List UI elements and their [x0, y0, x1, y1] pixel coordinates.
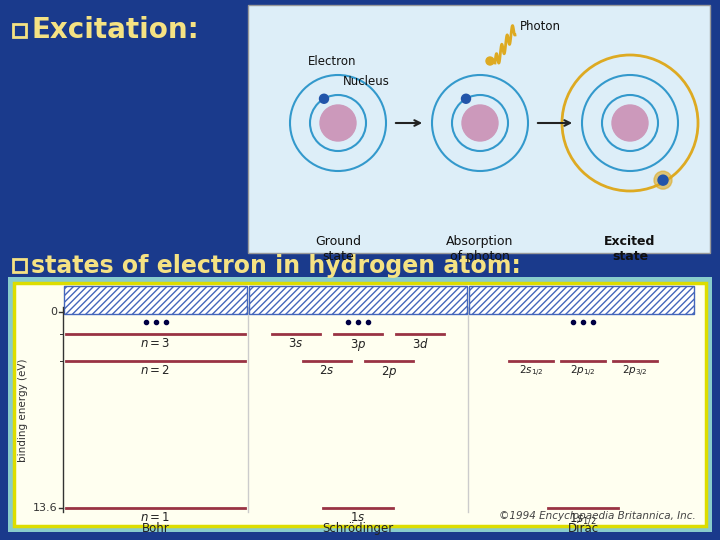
Text: $2s_{1/2}$: $2s_{1/2}$ — [518, 364, 544, 379]
Bar — [14, 283, 706, 526]
Circle shape — [486, 57, 494, 65]
Text: $3d$: $3d$ — [412, 337, 428, 351]
Text: $2p$: $2p$ — [381, 364, 397, 380]
Bar — [13, 259, 26, 272]
Text: $2p_{1/2}$: $2p_{1/2}$ — [570, 364, 596, 379]
Text: $n = 2$: $n = 2$ — [140, 364, 171, 377]
Bar — [8, 277, 712, 532]
Text: 13.6: 13.6 — [32, 503, 57, 513]
Circle shape — [320, 105, 356, 141]
Text: Electron: Electron — [308, 55, 356, 68]
Text: 0: 0 — [50, 307, 57, 317]
Text: Nucleus: Nucleus — [343, 75, 390, 88]
Circle shape — [658, 175, 668, 185]
Circle shape — [320, 94, 328, 103]
Text: states of electron in hydrogen atom:: states of electron in hydrogen atom: — [31, 253, 521, 278]
Text: Absorption
of photon: Absorption of photon — [446, 235, 513, 263]
Text: Ground
state: Ground state — [315, 235, 361, 263]
Text: $2s$: $2s$ — [320, 364, 335, 377]
Text: $n = 1$: $n = 1$ — [140, 511, 171, 524]
Text: Photon: Photon — [520, 20, 561, 33]
Text: Excitation:: Excitation: — [31, 17, 199, 44]
Text: binding energy (eV): binding energy (eV) — [18, 358, 28, 462]
Bar — [469, 286, 694, 314]
Text: Dirac: Dirac — [567, 522, 598, 535]
Bar — [248, 5, 710, 253]
Text: Bohr: Bohr — [142, 522, 169, 535]
Text: Excited
state: Excited state — [604, 235, 656, 263]
Bar — [64, 286, 247, 314]
Text: $3s$: $3s$ — [288, 337, 304, 350]
Text: $1s$: $1s$ — [351, 511, 366, 524]
Text: $1s_{1/2}$: $1s_{1/2}$ — [569, 511, 597, 526]
Bar — [64, 286, 247, 314]
Text: $3p$: $3p$ — [350, 337, 366, 353]
Bar — [249, 286, 467, 314]
Bar — [469, 286, 694, 314]
Bar — [249, 286, 467, 314]
Circle shape — [462, 94, 470, 103]
Text: $2p_{3/2}$: $2p_{3/2}$ — [622, 364, 648, 379]
Text: ©1994 Encyclopaedia Britannica, Inc.: ©1994 Encyclopaedia Britannica, Inc. — [499, 511, 696, 521]
Text: Schrödinger: Schrödinger — [323, 522, 394, 535]
Circle shape — [612, 105, 648, 141]
Circle shape — [654, 171, 672, 189]
Circle shape — [462, 105, 498, 141]
Bar — [13, 24, 26, 37]
Text: $n = 3$: $n = 3$ — [140, 337, 171, 350]
